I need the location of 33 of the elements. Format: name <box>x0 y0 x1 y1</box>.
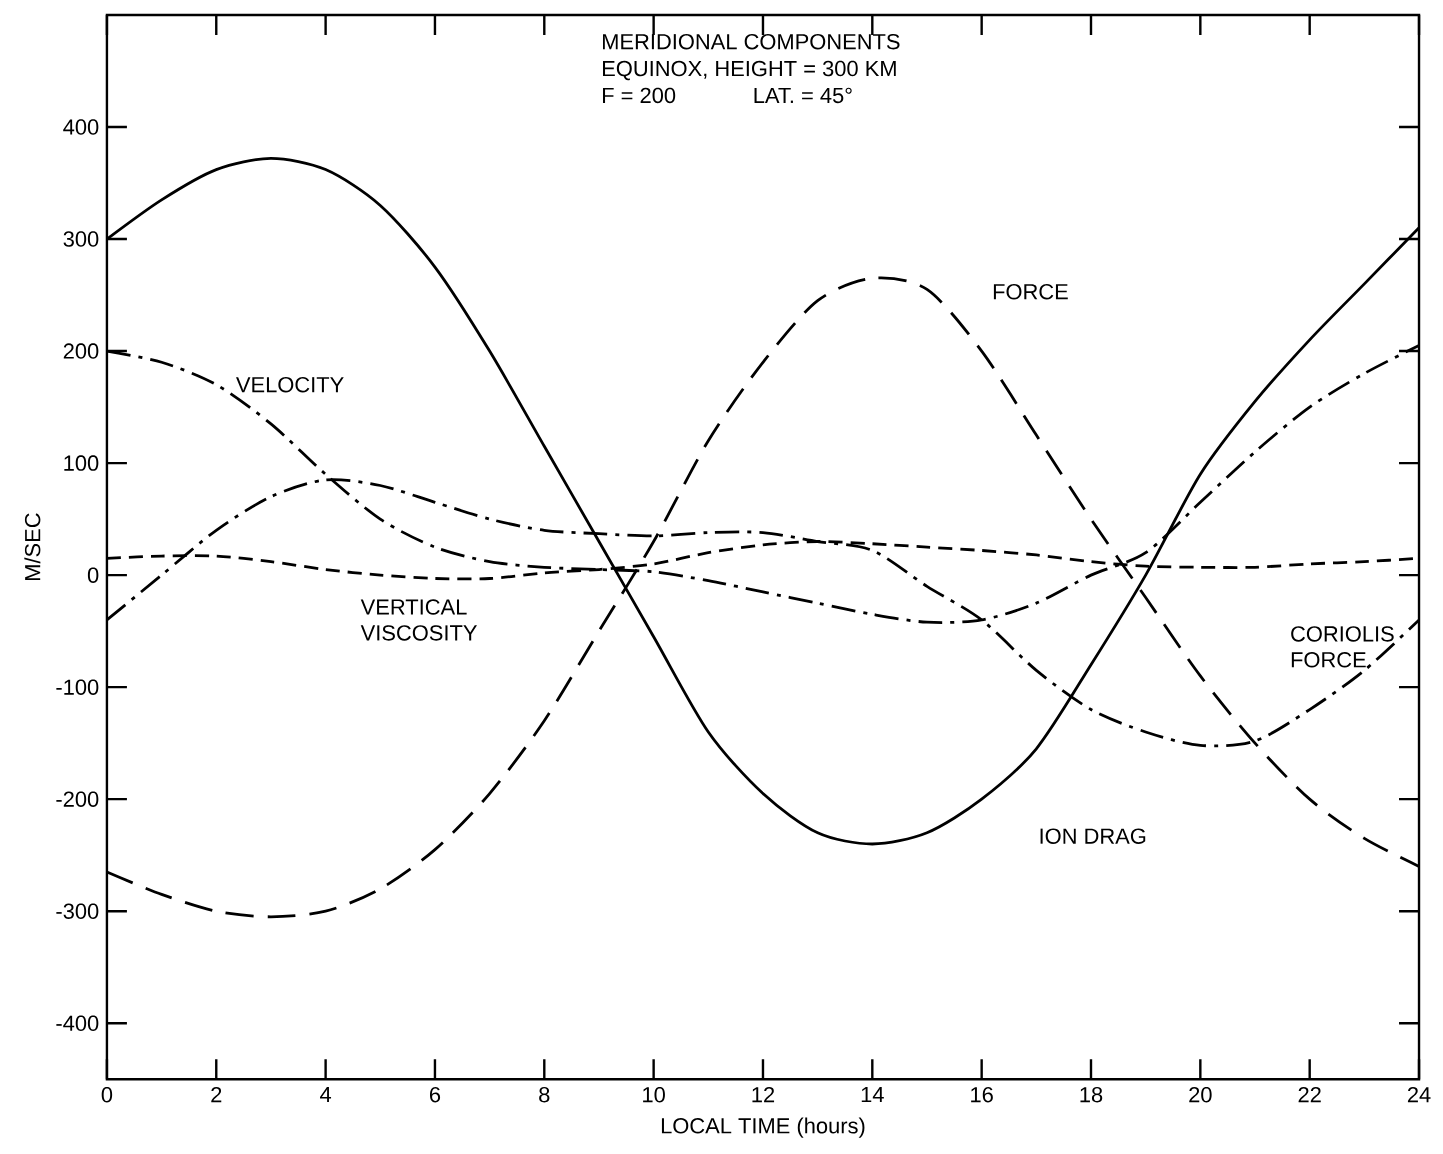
x-tick-label: 0 <box>101 1086 113 1103</box>
x-tick-label: 2 <box>211 1086 222 1103</box>
y-tick-label: 300 <box>63 231 99 247</box>
y-axis-title: M/SEC <box>24 513 41 580</box>
y-tick-label: -200 <box>56 791 99 807</box>
annotation: F = 200 <box>603 87 676 104</box>
annotation: LAT. = 45° <box>754 87 852 104</box>
series-label: FORCE <box>993 283 1068 300</box>
x-tick-label: 18 <box>1080 1086 1103 1103</box>
series-label: VELOCITY <box>236 376 344 393</box>
x-axis-title: LOCAL TIME (hours) <box>661 1117 865 1138</box>
x-tick-label: 8 <box>539 1086 550 1103</box>
x-tick-label: 22 <box>1298 1086 1321 1103</box>
x-tick-label: 10 <box>643 1086 665 1103</box>
y-tick-label: 200 <box>63 343 99 359</box>
text: MERIDIONAL COMPONENTS <box>603 33 900 50</box>
y-tick-label: -300 <box>56 903 99 919</box>
x-tick-label: 6 <box>429 1086 441 1103</box>
y-tick-label: 100 <box>64 455 99 471</box>
series-label: VERTICAL VISCOSITY <box>360 599 477 641</box>
x-tick-label: 12 <box>752 1086 775 1103</box>
text: EQUINOX, HEIGHT = 300 KM <box>603 60 896 81</box>
x-tick-label: 16 <box>971 1086 993 1103</box>
y-tick-label: -100 <box>56 679 99 695</box>
text: ION DRAG <box>1040 828 1146 844</box>
x-tick-label: 4 <box>320 1086 332 1102</box>
series-label: CORIOLIS FORCE <box>1291 626 1394 668</box>
y-tick-label: 0 <box>87 567 99 583</box>
y-tick-label: -400 <box>56 1015 99 1031</box>
x-tick-label: 20 <box>1189 1086 1212 1103</box>
x-tick-label: 14 <box>861 1086 884 1102</box>
y-tick-label: 400 <box>63 119 99 135</box>
x-tick-label: 24 <box>1407 1086 1431 1103</box>
